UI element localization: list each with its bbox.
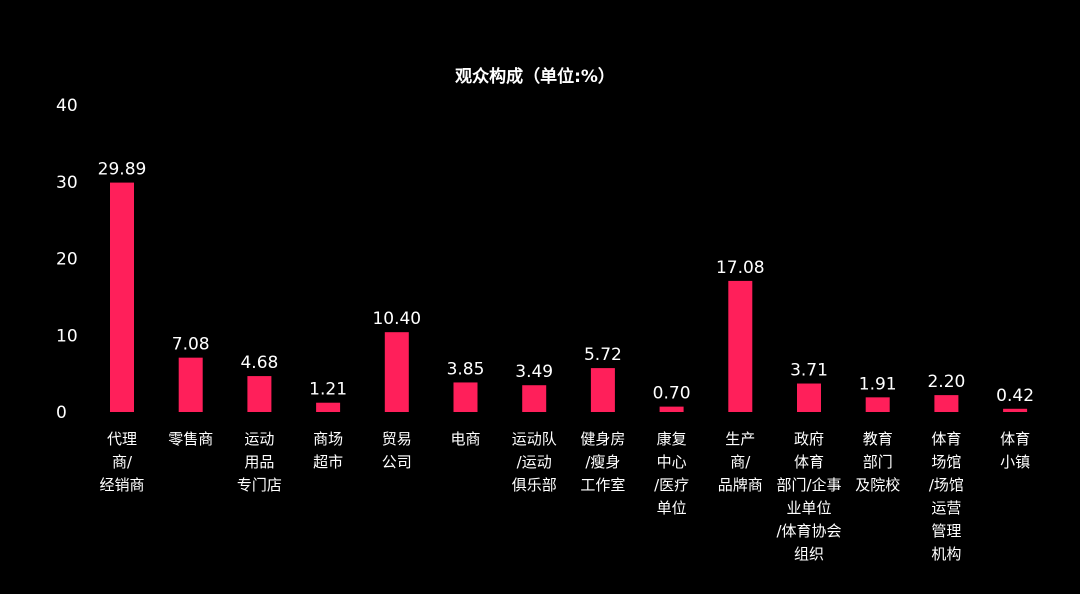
chart-title: 观众构成（单位:%） xyxy=(454,66,615,87)
y-tick-label: 30 xyxy=(56,173,78,193)
bar xyxy=(110,182,134,412)
value-label: 3.49 xyxy=(515,362,553,382)
bar xyxy=(1003,408,1028,412)
category-label: 政府体育部门/企事业单位/体育协会组织 xyxy=(776,430,841,563)
bar xyxy=(178,357,203,412)
bar xyxy=(590,368,615,412)
value-label: 3.71 xyxy=(790,361,828,381)
bar xyxy=(728,280,753,412)
category-label: 体育场馆/场馆运营管理机构 xyxy=(929,430,964,563)
value-label: 5.72 xyxy=(584,345,622,365)
y-tick-label: 10 xyxy=(56,326,78,346)
category-label: 代理商/经销商 xyxy=(99,430,144,494)
bar xyxy=(384,332,409,412)
category-label: 健身房/瘦身工作室 xyxy=(580,430,625,494)
y-tick-label: 40 xyxy=(56,96,78,116)
value-label: 0.70 xyxy=(653,384,691,404)
value-label: 10.40 xyxy=(372,309,421,329)
value-label: 17.08 xyxy=(716,258,765,278)
bar xyxy=(453,382,478,412)
category-labels: 代理商/经销商 零售商 运动用品专门店 商场超市 贸易公司 电商 运动队/运动俱乐部健身房/… xyxy=(99,430,1030,563)
category-label: 教育部门及院校 xyxy=(855,430,900,494)
y-tick-label: 20 xyxy=(56,250,78,270)
category-label: 体育小镇 xyxy=(1000,430,1030,471)
bar xyxy=(659,406,684,412)
value-label: 29.89 xyxy=(98,160,147,180)
category-label: 康复中心/医疗单位 xyxy=(654,430,689,517)
value-label: 3.85 xyxy=(447,359,485,379)
category-label: 零售商 xyxy=(168,430,213,448)
category-label: 电商 xyxy=(450,430,480,448)
bar xyxy=(865,397,890,412)
bar xyxy=(934,395,959,412)
bar xyxy=(797,383,821,412)
category-label: 运动用品专门店 xyxy=(237,430,282,494)
y-axis: 0 10 20 30 40 xyxy=(56,96,78,423)
category-label: 生产商/品牌商 xyxy=(718,430,763,494)
category-label: 贸易公司 xyxy=(382,430,412,471)
bar xyxy=(522,385,547,412)
bar xyxy=(316,402,341,412)
value-label: 1.21 xyxy=(309,380,347,400)
value-label: 1.91 xyxy=(859,374,897,394)
bars xyxy=(110,182,1028,412)
value-label: 4.68 xyxy=(240,353,278,373)
category-label: 运动队/运动俱乐部 xyxy=(512,430,557,494)
bar xyxy=(247,376,272,412)
value-label: 7.08 xyxy=(172,335,210,355)
value-labels: 29.89 7.08 4.68 1.21 10.40 3.85 3.49 5.72 0.70 17… xyxy=(98,160,1034,406)
value-label: 0.42 xyxy=(996,386,1034,406)
category-label: 商场超市 xyxy=(313,430,343,471)
value-label: 2.20 xyxy=(927,372,965,392)
y-tick-label: 0 xyxy=(56,403,67,423)
